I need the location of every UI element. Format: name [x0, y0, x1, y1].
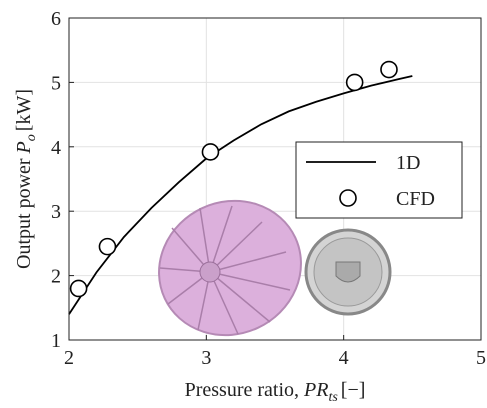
- legend-label: CFD: [396, 188, 435, 210]
- y-axis-label-unit: [kW]: [13, 89, 35, 131]
- y-axis-label-text: Output power: [13, 153, 35, 269]
- y-tick-label: 1: [51, 330, 61, 352]
- x-axis-label-unit: [−]: [341, 379, 366, 401]
- y-axis-label-subscript: o: [24, 134, 39, 141]
- x-axis-label-text: Pressure ratio,: [185, 379, 304, 401]
- x-tick-label: 2: [64, 347, 74, 369]
- scatter-point: [381, 62, 397, 78]
- y-tick-label: 2: [51, 266, 61, 288]
- scatter-point: [347, 74, 363, 90]
- y-tick-label: 6: [51, 8, 61, 30]
- x-tick-label: 5: [476, 347, 486, 369]
- legend-label: 1D: [396, 152, 420, 174]
- legend-swatch: [340, 190, 356, 206]
- chart: 2345123456Pressure ratio, PRts[−]Output …: [0, 0, 487, 408]
- x-tick-label: 4: [339, 347, 349, 369]
- scatter-point: [202, 144, 218, 160]
- x-axis-label-subscript: ts: [328, 390, 338, 405]
- y-tick-label: 4: [51, 137, 61, 159]
- y-tick-label: 5: [51, 72, 61, 94]
- x-tick-label: 3: [201, 347, 211, 369]
- x-axis-label-symbol: PR: [303, 379, 328, 401]
- y-tick-label: 3: [51, 201, 61, 223]
- scatter-point: [99, 239, 115, 255]
- x-axis-label: Pressure ratio, PRts[−]: [185, 379, 366, 405]
- y-axis-label: Output power Po [kW]: [13, 89, 39, 269]
- legend-box: [296, 142, 462, 218]
- impeller-image: [137, 178, 323, 358]
- y-axis-label-symbol: P: [13, 141, 35, 154]
- scatter-point: [71, 280, 87, 296]
- coin-image: [306, 230, 390, 314]
- legend: 1D CFD: [296, 142, 462, 218]
